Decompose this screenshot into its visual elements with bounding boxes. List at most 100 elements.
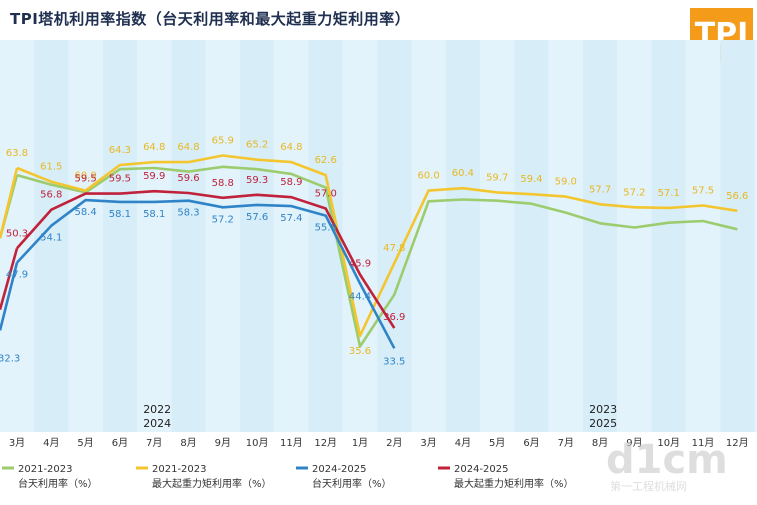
data-label: 60.0 [74,171,96,182]
data-label: 60.4 [452,168,474,179]
plot-band [274,40,309,432]
x-tick-label: 9月 [626,437,642,449]
data-label: 62.6 [315,155,337,166]
legend: 2021-2023 台天利用率（%） 2021-2023 最大起重力矩利用率（%） 20… [2,464,574,490]
data-label: 55.8 [315,223,337,234]
year-label-bottom: 2024 [143,417,171,430]
data-label: 57.5 [692,185,714,196]
series-line [0,198,396,349]
plot-band [68,40,103,432]
data-label: 47.8 [383,243,405,254]
x-tick-label: 6月 [112,437,128,449]
plot-band [342,40,378,432]
plot-band [514,40,549,432]
x-tick-label: 3月 [420,437,436,449]
data-label: 58.1 [109,209,131,220]
x-tick-label: 8月 [592,437,608,449]
data-label: 44.4 [349,291,371,302]
data-label: 64.8 [177,142,199,153]
data-label: 63.8 [6,148,28,159]
data-label: 65.9 [212,136,234,147]
x-tick-label: 10月 [657,437,680,449]
plot-background-bands [0,40,757,432]
year-label-top: 2023 [589,403,617,416]
x-tick-label: 12月 [314,437,337,449]
x-tick-label: 10月 [246,437,269,449]
plot-band [720,40,755,432]
x-tick-label: 11月 [280,437,303,449]
x-tick-label: 6月 [523,437,539,449]
plot-band [582,40,618,432]
data-label: 45.9 [349,259,371,270]
x-tick-label: 5月 [77,437,93,449]
data-label: 56.6 [726,191,748,202]
data-label: 59.0 [555,177,577,188]
plot-band [205,40,240,432]
data-label: 58.3 [177,208,199,219]
legend-label: 最大起重力矩利用率（%） [152,477,272,490]
plot-band [137,40,172,432]
data-label: 35.6 [349,346,371,357]
watermark-site: 第一工程机械网 [610,479,687,493]
plot-band [651,40,686,432]
data-label: 59.3 [246,175,268,186]
data-label: 57.2 [623,187,645,198]
x-tick-label: 7月 [146,437,162,449]
plot-band [548,40,583,432]
x-tick-label: 11月 [692,437,715,449]
data-label: 64.8 [143,142,165,153]
x-tick-label: 3月 [9,437,25,449]
legend-label: 2021-2023 [152,464,207,475]
data-label: 50.3 [6,228,28,239]
data-label: 54.1 [40,233,62,244]
data-label: 57.0 [315,188,337,199]
plot-band [171,40,206,432]
data-label: 65.2 [246,140,268,151]
data-label: 57.7 [589,184,611,195]
x-tick-label: 9月 [215,437,231,449]
legend-label: 台天利用率（%） [312,477,392,490]
data-label: 64.8 [280,142,302,153]
x-tick-label: 8月 [180,437,196,449]
data-label: 58.1 [143,209,165,220]
data-label: 57.2 [212,214,234,225]
data-label: 60.0 [417,171,439,182]
legend-label: 台天利用率（%） [18,477,98,490]
x-tick-label: 1月 [352,437,368,449]
data-label: 61.5 [40,162,62,173]
year-label-bottom: 2025 [589,417,617,430]
data-label: 58.8 [212,178,234,189]
data-label: 57.1 [658,188,680,199]
data-label: 56.8 [40,190,62,201]
x-tick-label: 5月 [489,437,505,449]
data-label: 59.6 [177,173,199,184]
plot-band [34,40,69,432]
data-label: 57.4 [280,213,302,224]
legend-label: 最大起重力矩利用率（%） [454,477,574,490]
plot-band [617,40,652,432]
data-label: 64.3 [109,145,131,156]
data-label: 58.9 [280,177,302,188]
plot-band [102,40,138,432]
data-label: 57.6 [246,212,268,223]
data-label: 59.9 [143,171,165,182]
x-tick-label: 7月 [558,437,574,449]
series-line [0,189,396,329]
x-tick-label: 12月 [726,437,749,449]
legend-label: 2021-2023 [18,464,73,475]
plot-band [445,40,481,432]
data-label: 33.5 [383,356,405,367]
plot-band [239,40,275,432]
series-lines [0,154,738,349]
data-label: 59.5 [109,174,131,185]
x-tick-label: 4月 [43,437,59,449]
data-label: 59.5 [74,174,96,185]
legend-label: 2024-2025 [312,464,367,475]
data-labels: 63.8 61.5 60.0 64.3 64.8 64.8 65.9 65.2 64.8 62.6… [0,136,748,368]
data-label: 36.9 [383,312,405,323]
plot-band [685,40,721,432]
x-axis-ticks: 3月 4月 5月 6月 7月 8月 9月 10月 11月 12月 1月 2月 3月 4月 5月 6月 7月 8月 9… [9,437,749,449]
x-tick-label: 4月 [455,437,471,449]
